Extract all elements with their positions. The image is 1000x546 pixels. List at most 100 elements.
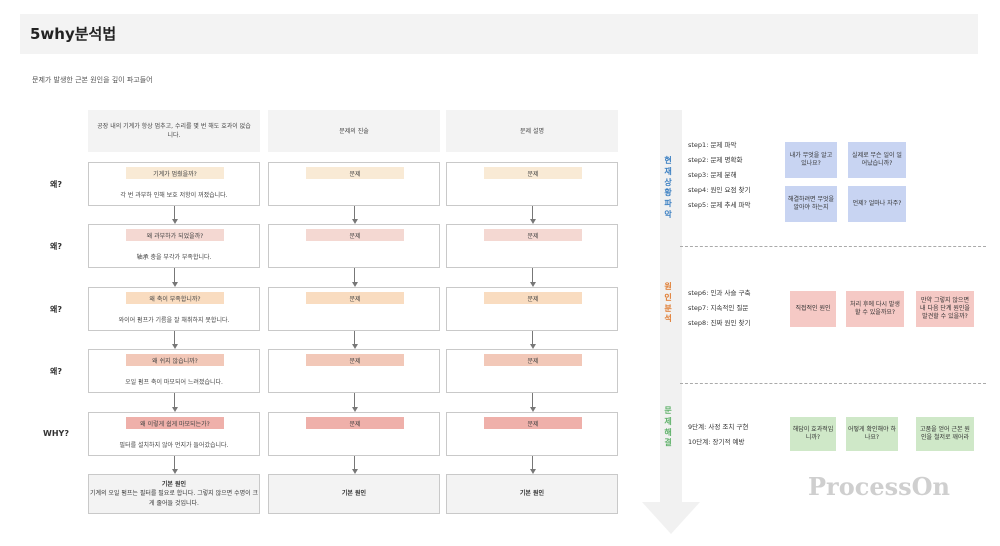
why-question-box: 기계가 멈췄을까? 각 번 과부하 인해 보호 저항이 꺼졌습니다. xyxy=(88,162,260,206)
statement-box: 문제 xyxy=(268,162,440,206)
sticky-note: 해결하려면 무엇을 알아야 하는지 xyxy=(785,186,837,222)
why-question-chip: 기계가 멈췄을까? xyxy=(126,167,224,179)
column-header-situation: 공장 내의 기계가 항상 멈추고, 수리를 몇 번 해도 효과이 없습니다. xyxy=(88,110,260,152)
sticky-note: 만약 그렇지 않으면 내 다음 단계 원인을 발견할 수 있을까? xyxy=(916,291,974,327)
section-divider xyxy=(680,383,986,384)
connector-line xyxy=(174,206,175,219)
arrow-head xyxy=(529,469,536,474)
statement-chip: 문제 xyxy=(306,417,404,429)
description-chip: 문제 xyxy=(484,167,582,179)
column-header-statement: 문제의 진술 xyxy=(268,110,440,152)
connector-line xyxy=(174,268,175,282)
step-item: step5: 문제 추세 파악 xyxy=(688,201,751,209)
connector-line xyxy=(354,456,355,469)
arrow-head xyxy=(529,344,536,349)
watermark-logo: ProcessOn xyxy=(808,472,950,501)
description-box: 문제 xyxy=(446,412,618,456)
why-label: WHY? xyxy=(43,429,69,438)
root-cause-statement: 기본 원인 xyxy=(268,474,440,514)
connector-line xyxy=(174,456,175,469)
arrow-head xyxy=(171,469,178,474)
connector-line xyxy=(354,268,355,282)
why-question-box: 왜 축이 부족합니까? 와이어 펌프가 기름을 잘 채취하지 못합니다. xyxy=(88,287,260,331)
arrow-head xyxy=(529,407,536,412)
why-question-chip: 왜 이렇게 쉽게 마모되는가? xyxy=(126,417,224,429)
why-label: 왜? xyxy=(49,180,62,189)
connector-line xyxy=(174,393,175,407)
sticky-note: 직접적인 원인 xyxy=(790,291,836,327)
section-label-solution: 문제해결 xyxy=(664,406,672,448)
sticky-note: 고품을 얻어 근본 원인을 철저로 깨어라 xyxy=(916,417,974,451)
description-box: 문제 xyxy=(446,349,618,393)
arrow-head xyxy=(351,469,358,474)
step-item: step8: 진짜 원인 찾기 xyxy=(688,319,751,327)
sticky-note: 어떻게 확인해야 하나요? xyxy=(846,417,898,451)
sticky-note: 실제로 무슨 일이 일어났습니까? xyxy=(848,142,906,178)
arrow-head xyxy=(529,219,536,224)
arrow-head xyxy=(351,219,358,224)
section-label-situation: 현재상황파악 xyxy=(664,156,672,219)
statement-chip: 문제 xyxy=(306,354,404,366)
arrow-head xyxy=(171,344,178,349)
why-label: 왜? xyxy=(49,305,62,314)
root-cause-description: 기본 원인 xyxy=(446,474,618,514)
connector-line xyxy=(354,206,355,219)
step-item: 10단계: 장기적 예방 xyxy=(688,438,745,446)
arrow-head xyxy=(171,219,178,224)
connector-line xyxy=(354,331,355,344)
description-chip: 문제 xyxy=(484,354,582,366)
page-title: 5why분석법 xyxy=(30,25,117,43)
why-label: 왜? xyxy=(49,367,62,376)
section-divider xyxy=(680,246,986,247)
sticky-note: 내가 무엇을 알고 있나요? xyxy=(785,142,837,178)
column-header-description: 문제 설명 xyxy=(446,110,618,152)
why-answer-text: 오일 펌프 축이 마모되어 느려졌습니다. xyxy=(125,379,223,386)
page-subtitle: 문제가 발생한 근본 원인을 깊이 파고들어 xyxy=(32,76,153,84)
statement-chip: 문제 xyxy=(306,167,404,179)
statement-box: 문제 xyxy=(268,412,440,456)
connector-line xyxy=(532,268,533,282)
section-label-cause: 원인분석 xyxy=(664,282,672,324)
step-item: step1: 문제 파악 xyxy=(688,141,737,149)
sticky-note: 언제? 얼마나 자주? xyxy=(848,186,906,222)
step-item: step4: 원인 요점 찾기 xyxy=(688,186,751,194)
title-bar: 5why분석법 xyxy=(20,14,978,54)
connector-line xyxy=(532,206,533,219)
why-answer-text: 각 번 과부하 인해 보호 저항이 꺼졌습니다. xyxy=(120,192,228,199)
root-cause-box: 기본 원인 기계의 오일 펌프는 필터를 필요로 합니다. 그렇지 않으면 수명이… xyxy=(88,474,260,514)
why-question-chip: 왜 과부하가 되었을까? xyxy=(126,229,224,241)
why-answer-text: 와이어 펌프가 기름을 잘 채취하지 못합니다. xyxy=(118,317,230,324)
why-question-chip: 왜 쉬지 않습니까? xyxy=(126,354,224,366)
statement-chip: 문제 xyxy=(306,229,404,241)
section-steps-cause: step6: 인과 사슬 구축 step7: 지속적인 질문 step8: 진짜… xyxy=(688,286,750,331)
sticky-note: 처리 후에 다시 발생할 수 있을까요? xyxy=(846,291,904,327)
why-label: 왜? xyxy=(49,242,62,251)
arrow-head xyxy=(171,282,178,287)
root-cause-text: 기계의 오일 펌프는 필터를 필요로 합니다. 그렇지 않으면 수명이 크게 줄… xyxy=(89,490,259,507)
section-steps-situation: step1: 문제 파악 step2: 문제 명확화 step3: 문제 분해 … xyxy=(688,138,750,213)
step-item: step6: 인과 사슬 구축 xyxy=(688,289,751,297)
step-item: step7: 지속적인 질문 xyxy=(688,304,749,312)
step-item: 9단계: 사정 조치 구현 xyxy=(688,423,749,431)
connector-line xyxy=(532,456,533,469)
connector-line xyxy=(174,331,175,344)
timeline-arrow xyxy=(642,110,700,534)
statement-box: 문제 xyxy=(268,224,440,268)
description-chip: 문제 xyxy=(484,292,582,304)
why-question-chip: 왜 축이 부족합니까? xyxy=(126,292,224,304)
arrow-head xyxy=(529,282,536,287)
description-chip: 문제 xyxy=(484,417,582,429)
step-item: step2: 문제 명확화 xyxy=(688,156,743,164)
section-steps-solution: 9단계: 사정 조치 구현 10단계: 장기적 예방 xyxy=(688,420,748,450)
description-box: 문제 xyxy=(446,162,618,206)
arrow-head xyxy=(351,282,358,287)
arrow-head xyxy=(351,344,358,349)
statement-box: 문제 xyxy=(268,349,440,393)
connector-line xyxy=(532,331,533,344)
description-chip: 문제 xyxy=(484,229,582,241)
statement-chip: 문제 xyxy=(306,292,404,304)
why-answer-text: 필터를 설치하지 않아 먼지가 들어갔습니다. xyxy=(119,442,229,449)
why-answer-text: 轴承 충을 부각가 부족합니다. xyxy=(136,254,212,261)
arrow-head xyxy=(351,407,358,412)
statement-box: 문제 xyxy=(268,287,440,331)
